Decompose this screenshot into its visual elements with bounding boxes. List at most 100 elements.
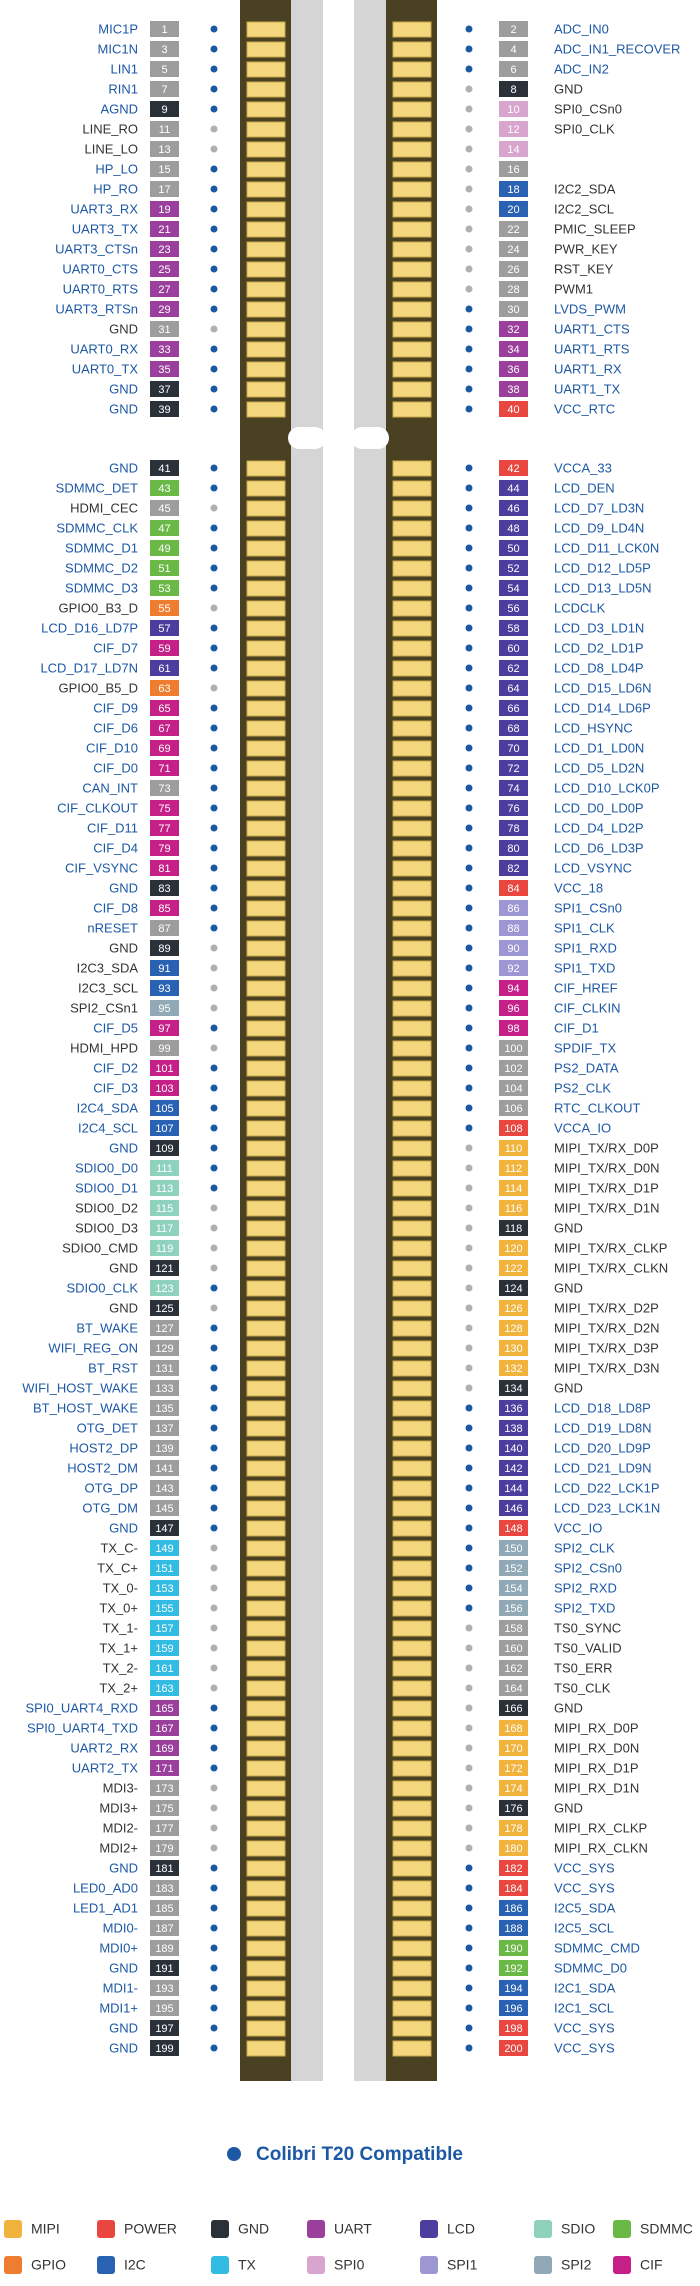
pin-dot xyxy=(210,185,218,193)
pin-number: 63 xyxy=(158,683,170,695)
pad xyxy=(392,1980,432,1997)
pin-number: 16 xyxy=(507,164,519,176)
pin-dot xyxy=(465,964,473,972)
pin-box xyxy=(499,900,528,916)
pin-dot xyxy=(465,1704,473,1712)
pin-box xyxy=(499,101,528,117)
legend-swatch xyxy=(211,2256,229,2274)
pin-dot xyxy=(210,1084,218,1092)
pin-box xyxy=(499,940,528,956)
pin-box xyxy=(150,520,179,536)
pin-dot xyxy=(210,1324,218,1332)
legend-swatch xyxy=(613,2256,631,2274)
pin-box xyxy=(150,1280,179,1296)
pin-dot xyxy=(465,1804,473,1812)
pad xyxy=(392,1440,432,1457)
pin-label: I2C2_SCL xyxy=(554,201,614,216)
pin-number: 34 xyxy=(507,344,519,356)
pin-box xyxy=(499,1180,528,1196)
pad xyxy=(246,1720,286,1737)
pad xyxy=(246,1160,286,1177)
pin-box xyxy=(499,800,528,816)
pin-number: 86 xyxy=(507,903,519,915)
pin-dot xyxy=(210,1864,218,1872)
pin-dot xyxy=(465,1544,473,1552)
pin-dot xyxy=(210,385,218,393)
pin-dot xyxy=(465,1484,473,1492)
pin-number: 116 xyxy=(505,1203,523,1215)
pin-dot xyxy=(210,325,218,333)
pin-number: 96 xyxy=(507,1003,519,1015)
pin-label: GND xyxy=(109,2020,138,2035)
pin-number: 49 xyxy=(158,543,170,555)
pin-label: LCD_D4_LD2P xyxy=(554,820,644,835)
pin-dot xyxy=(465,1504,473,1512)
pin-label: PWR_KEY xyxy=(554,241,618,256)
legend-label: SPI0 xyxy=(334,2257,365,2273)
pin-box xyxy=(499,401,528,417)
pad xyxy=(246,600,286,617)
pad xyxy=(246,1580,286,1597)
pin-dot xyxy=(465,405,473,413)
legend-label: GND xyxy=(238,2221,269,2237)
pin-dot xyxy=(210,1664,218,1672)
pin-number: 164 xyxy=(504,1683,522,1695)
pin-label: PS2_DATA xyxy=(554,1060,619,1075)
pin-box xyxy=(499,960,528,976)
pin-dot xyxy=(465,744,473,752)
pad xyxy=(246,520,286,537)
pin-dot xyxy=(210,285,218,293)
pad xyxy=(246,820,286,837)
pin-box xyxy=(499,1860,528,1876)
pin-dot xyxy=(465,1904,473,1912)
pad xyxy=(246,1700,286,1717)
pin-number: 15 xyxy=(158,164,170,176)
pin-label: I2C3_SDA xyxy=(77,960,139,975)
pin-dot xyxy=(465,1564,473,1572)
legend-label: I2C xyxy=(124,2257,146,2273)
pin-box xyxy=(150,381,179,397)
legend-swatch xyxy=(211,2220,229,2238)
pad xyxy=(392,600,432,617)
pad xyxy=(246,1480,286,1497)
pad xyxy=(392,1620,432,1637)
pad xyxy=(246,1780,286,1797)
pin-box xyxy=(499,1440,528,1456)
pin-box xyxy=(150,1860,179,1876)
pin-number: 119 xyxy=(156,1243,174,1255)
pin-dot xyxy=(210,1224,218,1232)
pin-number: 129 xyxy=(155,1343,173,1355)
pin-label: HDMI_CEC xyxy=(70,500,138,515)
pin-number: 37 xyxy=(158,384,170,396)
pin-box xyxy=(150,560,179,576)
pin-label: GND xyxy=(109,401,138,416)
pin-box xyxy=(499,281,528,297)
pin-number: 8 xyxy=(510,84,516,96)
pad xyxy=(392,1940,432,1957)
legend-swatch xyxy=(4,2256,22,2274)
pin-label: BT_WAKE xyxy=(76,1320,138,1335)
pin-label: CIF_D7 xyxy=(93,640,138,655)
pin-box xyxy=(150,361,179,377)
pin-number: 68 xyxy=(507,723,519,735)
pin-box xyxy=(150,880,179,896)
pad xyxy=(246,1540,286,1557)
pin-box xyxy=(150,321,179,337)
pin-label: LVDS_PWM xyxy=(554,301,626,316)
pin-number: 130 xyxy=(504,1343,522,1355)
pin-box xyxy=(150,640,179,656)
pin-box xyxy=(150,1520,179,1536)
pin-dot xyxy=(465,285,473,293)
footer-dot xyxy=(227,2147,241,2161)
pin-box xyxy=(499,1560,528,1576)
pin-label: CIF_D4 xyxy=(93,840,138,855)
pin-label: MIPI_RX_CLKP xyxy=(554,1820,647,1835)
pad xyxy=(392,61,432,78)
pin-dot xyxy=(465,65,473,73)
pad xyxy=(246,480,286,497)
pin-box xyxy=(150,341,179,357)
pin-box xyxy=(499,1500,528,1516)
pin-box xyxy=(499,1380,528,1396)
pad xyxy=(246,940,286,957)
pin-box xyxy=(150,700,179,716)
